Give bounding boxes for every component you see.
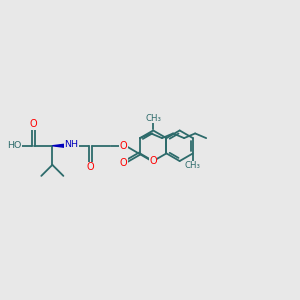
Text: O: O [29, 119, 37, 129]
Text: O: O [87, 162, 94, 172]
Text: NH: NH [64, 140, 78, 149]
Text: CH₃: CH₃ [185, 161, 201, 170]
Polygon shape [52, 144, 68, 148]
Text: CH₃: CH₃ [145, 114, 161, 123]
Text: O: O [120, 158, 127, 168]
Text: O: O [149, 156, 157, 166]
Text: O: O [120, 141, 127, 151]
Text: HO: HO [7, 141, 21, 150]
